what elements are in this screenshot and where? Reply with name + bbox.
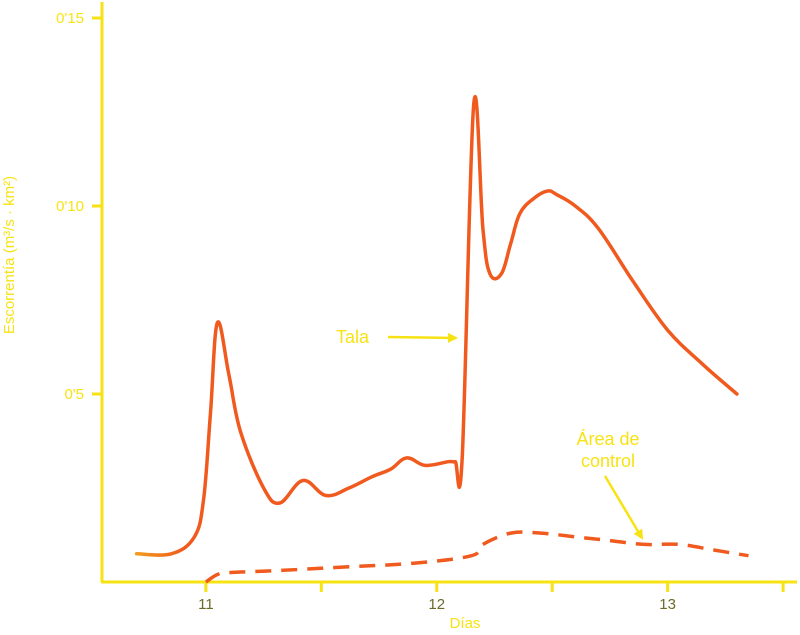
control-label-line2: control: [581, 451, 635, 471]
tala-label: Tala: [336, 327, 370, 347]
series: [134, 94, 749, 584]
tala-arrow: [387, 332, 458, 343]
y-tick-label: 0'15: [56, 10, 84, 27]
y-tick-label: 0'10: [56, 198, 84, 215]
annotation-control: Área de control: [576, 429, 644, 540]
control-series-line: [204, 530, 749, 584]
x-ticks: 11 12 13: [198, 582, 785, 613]
y-axis-title: Escorrentía (m³/s · km²): [1, 176, 18, 334]
tala-series-line: [134, 94, 739, 557]
x-tick-label: 12: [428, 596, 445, 613]
y-ticks: 0'5 0'10 0'15: [56, 10, 102, 403]
annotation-tala: Tala: [336, 327, 458, 347]
x-axis-title: Días: [450, 615, 481, 632]
control-arrow: [603, 475, 644, 540]
axes: [100, 2, 797, 584]
x-tick-label: 13: [659, 596, 676, 613]
control-label-line1: Área de: [576, 429, 639, 449]
x-tick-label: 11: [198, 596, 214, 613]
y-tick-label: 0'5: [64, 386, 84, 403]
